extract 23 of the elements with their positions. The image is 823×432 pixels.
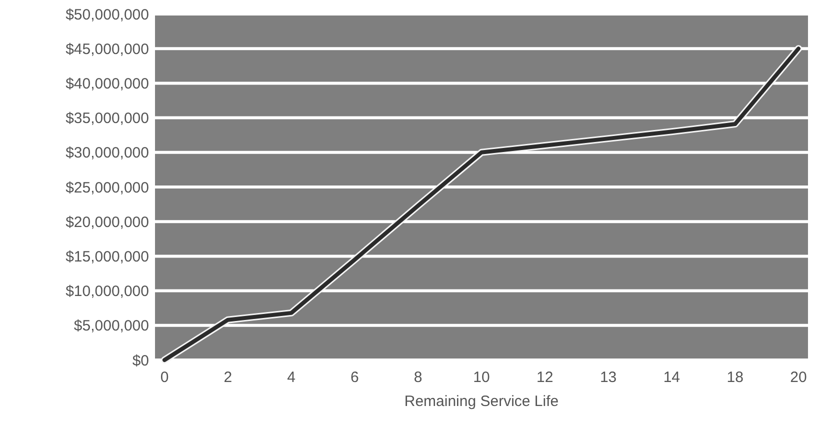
- x-tick-label: 6: [350, 369, 359, 386]
- y-tick-label: $30,000,000: [66, 144, 149, 162]
- y-tick-label: $15,000,000: [66, 248, 149, 266]
- x-tick-label: 10: [473, 369, 490, 386]
- y-tick-label: $35,000,000: [66, 110, 149, 128]
- y-tick-label: $20,000,000: [66, 214, 149, 231]
- y-tick-label: $40,000,000: [66, 75, 149, 92]
- x-tick-label: 8: [414, 369, 422, 386]
- x-tick-label: 4: [287, 369, 296, 386]
- x-tick-label: 13: [600, 369, 617, 386]
- x-tick-label: 2: [224, 369, 232, 386]
- y-tick-label: $0: [132, 352, 149, 370]
- y-tick-label: $5,000,000: [74, 318, 149, 335]
- x-tick-label: 14: [663, 369, 680, 386]
- y-tick-label: $25,000,000: [66, 179, 149, 196]
- x-tick-label: 0: [160, 369, 169, 386]
- y-tick-label: $50,000,000: [66, 6, 149, 24]
- x-tick-label: 20: [790, 369, 807, 386]
- x-tick-label: 12: [536, 369, 554, 386]
- y-tick-label: $45,000,000: [66, 40, 149, 58]
- y-tick-label: $10,000,000: [66, 283, 149, 300]
- x-axis-title: Remaining Service Life: [404, 393, 559, 410]
- x-tick-label: 18: [726, 369, 744, 386]
